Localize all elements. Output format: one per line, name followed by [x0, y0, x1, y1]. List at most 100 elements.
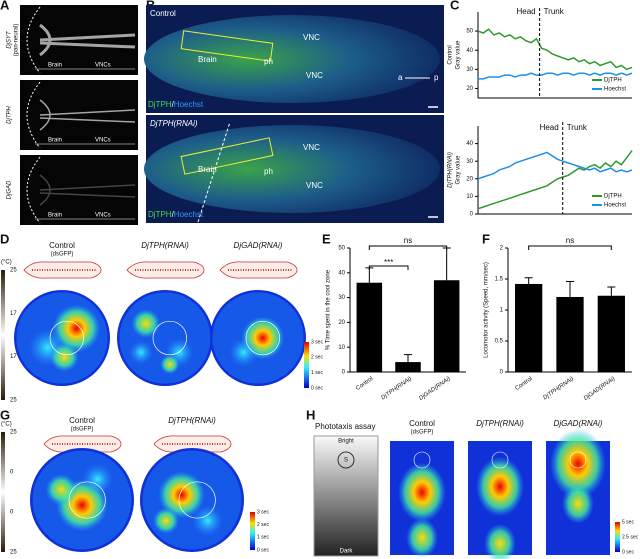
scale-label: 25: [10, 550, 17, 556]
y-tick-label: 20: [466, 176, 473, 182]
colorbar: [304, 342, 309, 388]
y-tick-label: 20: [466, 86, 473, 92]
nerve: [39, 99, 136, 131]
row-title: DjGAD: [7, 180, 13, 199]
panel-label: C: [450, 0, 460, 12]
y-tick-label: 50: [338, 246, 345, 252]
y-tick-label: 30: [466, 67, 473, 73]
start: S: [344, 458, 348, 464]
y-tick-label: 30: [338, 295, 345, 301]
error-bar: [442, 247, 451, 281]
legend-label: DjTPH: [604, 78, 622, 84]
y-tick-label: 0.5: [495, 339, 504, 345]
colorbar-label: 0 sec: [257, 547, 269, 553]
series-line: [477, 151, 633, 180]
legend-label: Hoechst: [604, 203, 626, 209]
x-tick-label: Control: [355, 376, 374, 392]
label: DjTPH(RNAi): [150, 119, 198, 128]
condition: DjGAD(RNAi): [234, 241, 283, 250]
y-tick-label: 40: [466, 48, 473, 54]
condition-sub: (dsGFP): [51, 252, 74, 258]
colorbar-label: 1 sec: [311, 370, 323, 376]
y-tick-label: 10: [466, 194, 473, 200]
condition: Control: [49, 241, 75, 250]
nerve: [39, 174, 136, 206]
y-tick-label: 50: [466, 29, 473, 35]
series-line: [478, 72, 633, 80]
bracket: [528, 245, 612, 250]
heat-blob: [131, 309, 161, 338]
start-ring: [569, 451, 587, 469]
bracket: [368, 265, 409, 270]
label: Brain: [198, 165, 217, 174]
label: p: [434, 73, 439, 82]
y-tick-label: 30: [466, 159, 473, 165]
heat-blob: [406, 517, 438, 558]
panel-label: E: [322, 231, 331, 246]
y-label: % Time spent in the cool zone: [326, 269, 332, 350]
error-bar: [365, 267, 374, 283]
heat-blob: [562, 483, 594, 524]
annotation: Trunk: [544, 7, 565, 16]
colorbar-label: 5 sec: [622, 519, 634, 525]
cool-zone: [68, 481, 106, 519]
x-tick-label: DjGAD(RNAi): [583, 376, 616, 402]
scale-label: 25: [10, 268, 17, 274]
legend-label: Hoechst: [604, 87, 626, 93]
label: VNC: [303, 33, 320, 42]
y-label-text: % Time spent in the cool zone: [326, 269, 332, 350]
temp-scale: [1, 432, 5, 552]
bar: [395, 362, 421, 372]
significance: ns: [404, 236, 412, 245]
error-bar: [404, 354, 412, 363]
bar: [515, 283, 543, 372]
scale-label: 17: [10, 311, 17, 317]
worm-head: [26, 156, 41, 224]
y-tick-label: 2: [500, 246, 504, 252]
start-ring: [413, 451, 431, 469]
y-tick-label: 0: [500, 370, 504, 376]
label: VNCs: [95, 138, 111, 144]
condition: Control: [69, 416, 95, 425]
panel-label: D: [0, 231, 9, 246]
condition: Control: [409, 419, 435, 428]
scale-label: 0: [10, 470, 14, 476]
scale-label: 25: [10, 430, 17, 436]
stain-part: DjTPH: [148, 100, 172, 109]
label: VNC: [306, 181, 323, 190]
nerve: [39, 23, 136, 57]
bright: Bright: [338, 439, 354, 445]
light-gradient: [313, 435, 379, 557]
label: Brain: [48, 213, 62, 219]
row-sub: (pan-neural): [14, 24, 20, 57]
y-tick-label: 0: [470, 212, 474, 218]
label: Brain: [48, 138, 62, 144]
x-tick-label: DjTPH(RNAi): [542, 376, 575, 401]
colorbar-label: 2.5 sec: [622, 534, 639, 540]
label: ph: [264, 57, 273, 66]
heat-blob: [484, 523, 516, 559]
stain-part: DjTPH: [148, 210, 172, 219]
heat-blob: [192, 505, 224, 537]
image: [20, 80, 138, 150]
scale-label: 25: [10, 398, 17, 404]
label: VNC: [303, 143, 320, 152]
legend-label: DjTPH: [604, 194, 622, 200]
heat-blob: [398, 462, 446, 523]
y-tick-label: 1: [500, 308, 504, 314]
row-label: DjSYT (pan-neural): [7, 24, 20, 57]
row-title: DjTPH: [7, 106, 13, 124]
start-ring: [491, 451, 509, 469]
colorbar-label: 3 sec: [257, 509, 269, 515]
label: VNCs: [95, 63, 111, 69]
label: VNC: [306, 71, 323, 80]
y-label: Control Gray value: [448, 40, 462, 70]
worm-head: [26, 6, 41, 74]
y-tick-label: 40: [338, 270, 345, 276]
annotation: Trunk: [567, 123, 588, 132]
error-bar: [607, 286, 616, 296]
roi: [180, 30, 274, 62]
row-label: DjTPH: [7, 106, 13, 124]
cool-zone: [49, 320, 84, 356]
bar: [433, 280, 460, 372]
